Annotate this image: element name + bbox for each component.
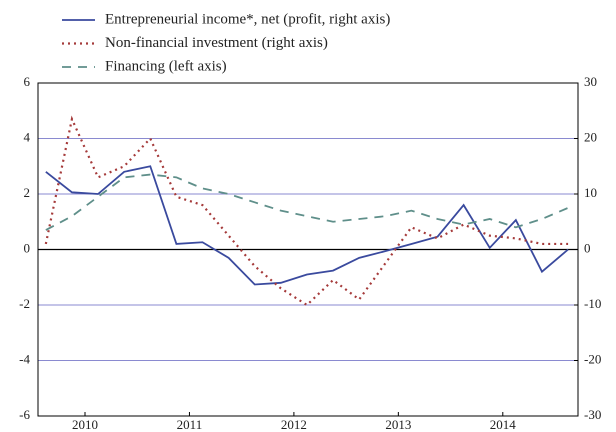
- y-tick-label: -4: [19, 351, 30, 366]
- series-line: [44, 115, 569, 307]
- legend-label: Entrepreneurial income*, net (profit, ri…: [105, 11, 390, 27]
- x-tick-label: 2014: [490, 417, 517, 432]
- x-tick-label: 2012: [281, 417, 307, 432]
- y-tick-label: 0: [24, 240, 31, 255]
- x-tick-label: 2010: [72, 417, 98, 432]
- y2-tick-label: 20: [584, 129, 597, 144]
- y2-tick-label: -10: [584, 296, 601, 311]
- x-tick-label: 2013: [385, 417, 411, 432]
- y-tick-label: 6: [24, 74, 31, 89]
- legend-label: Non-financial investment (right axis): [105, 35, 328, 51]
- y2-tick-label: -20: [584, 351, 601, 366]
- series-line: [45, 165, 569, 286]
- y2-tick-label: 10: [584, 185, 597, 200]
- y2-tick-label: 30: [584, 74, 597, 89]
- y2-tick-label: 0: [584, 240, 591, 255]
- y2-tick-label: -30: [584, 407, 601, 422]
- y-tick-label: 4: [24, 129, 31, 144]
- y-tick-label: -2: [19, 296, 30, 311]
- x-tick-label: 2011: [177, 417, 203, 432]
- series-line: [45, 173, 569, 231]
- y-tick-label: -6: [19, 407, 30, 422]
- y-tick-label: 2: [24, 185, 31, 200]
- plot-frame: [37, 82, 579, 417]
- legend-label: Financing (left axis): [105, 58, 227, 74]
